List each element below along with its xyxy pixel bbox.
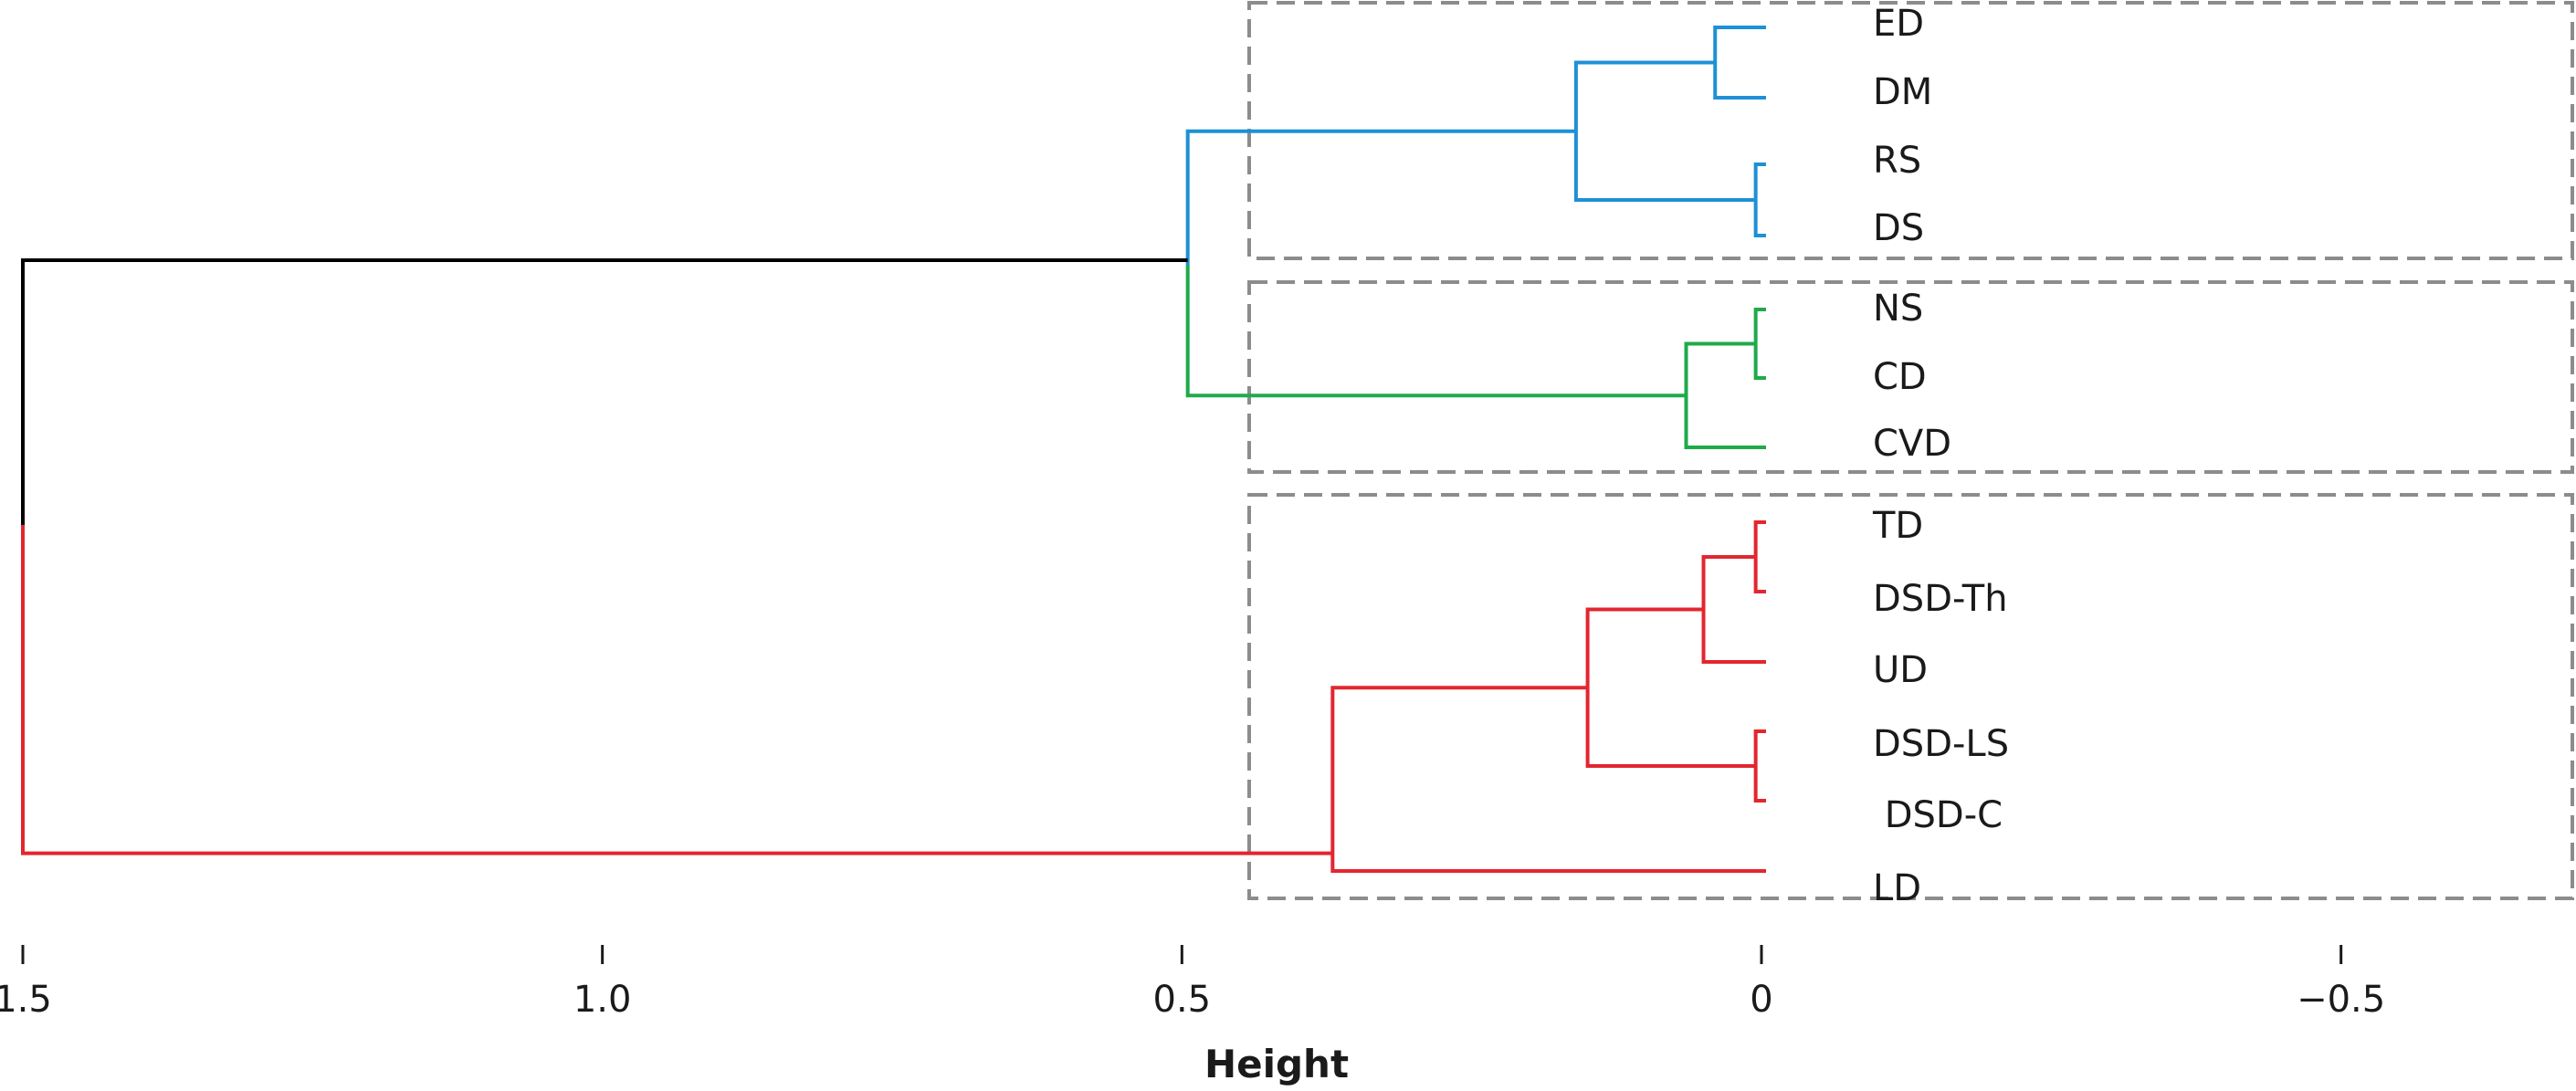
branch-red-cluster [1330,686,1766,873]
leaf-label-ed: ED [1873,3,1924,45]
leaf-label-ld: LD [1873,867,1921,909]
axis-tick-label-4: −0.5 [2297,979,2385,1021]
dendrogram-branches [21,26,1766,873]
branch-td-dsdth [1753,520,1766,593]
leaf-label-ns: NS [1873,288,1923,330]
height-axis: 1.5 1.0 0.5 0 −0.5 [0,945,2385,1021]
leaf-label-rs: RS [1873,140,1921,182]
branch-root-top [21,258,1188,525]
branch-blue-to-merge [1185,129,1576,266]
axis-tick-label-0: 1.5 [0,979,52,1021]
axis-tick-label-1: 1.0 [573,979,632,1021]
leaf-label-td: TD [1872,505,1923,547]
axis-tick-label-3: 0 [1750,979,1772,1021]
branch-red-sub [1585,607,1756,768]
leaf-label-cd: CD [1873,356,1927,398]
cluster-box-red [1247,493,2574,900]
leaf-label-cvd: CVD [1873,423,1951,465]
branch-dsdls-dsdc [1753,729,1766,803]
leaf-label-dsd-th: DSD-Th [1873,578,2008,620]
leaf-label-dsd-ls: DSD-LS [1873,723,2009,765]
branch-ed-dm [1713,26,1766,100]
leaf-label-ud: UD [1873,649,1928,691]
branch-ns-cd [1753,308,1766,380]
cluster-box-green [1247,280,2574,474]
branch-root-bottom [21,525,1333,855]
leaf-label-dm: DM [1873,71,1932,113]
x-axis-title: Height [1204,1042,1349,1086]
leaf-labels: ED DM RS DS NS CD CVD TD DSD-Th UD DSD-LS DSD-C LD [1872,3,2009,909]
branch-rs-ds [1753,163,1766,237]
branch-green-to-merge [1185,265,1687,398]
leaf-label-dsd-c: DSD-C [1873,794,2003,836]
branch-blue-cluster [1573,60,1756,202]
leaf-label-ds: DS [1873,207,1924,249]
axis-tick-label-2: 0.5 [1153,979,1212,1021]
